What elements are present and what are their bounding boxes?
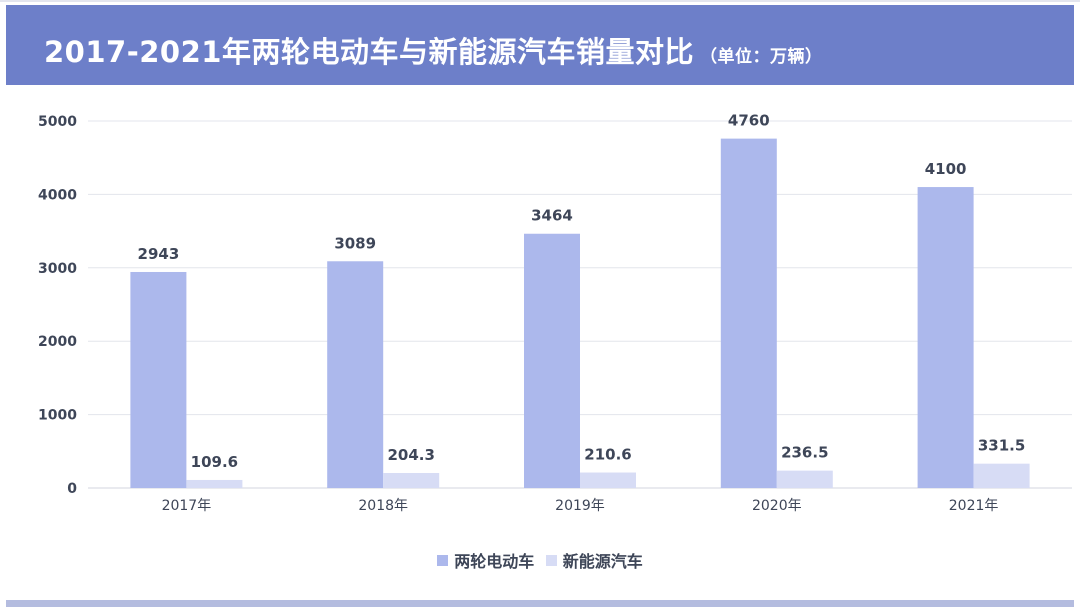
- chart-title: 2017-2021年两轮电动车与新能源汽车销量对比 （单位：万辆）: [44, 29, 822, 71]
- legend-label-series-1: 两轮电动车: [454, 552, 535, 571]
- data-label: 236.5: [781, 444, 828, 462]
- x-tick-label: 2020年: [752, 498, 802, 514]
- bar-two-wheeler: [917, 187, 974, 488]
- y-tick-label: 5000: [38, 114, 77, 130]
- data-label: 210.6: [584, 446, 631, 464]
- data-label: 2943: [138, 245, 180, 263]
- chart-unit-subtitle: （单位：万辆）: [699, 47, 823, 67]
- y-tick-label: 4000: [38, 187, 77, 203]
- data-label: 331.5: [978, 437, 1025, 455]
- legend-swatch-series-2: [545, 554, 557, 566]
- x-tick-label: 2019年: [555, 498, 605, 514]
- y-tick-label: 3000: [38, 261, 77, 277]
- bar-chart: 0 1000 2000 3000 4000 5000 2943 109.6 2017年 3089 2…: [38, 112, 1072, 514]
- legend-item-series-2: 新能源汽车: [545, 548, 643, 572]
- bar-nev: [383, 473, 440, 488]
- bar-two-wheeler: [130, 271, 187, 488]
- data-label: 3089: [334, 234, 376, 252]
- bar-nev: [186, 479, 243, 488]
- x-tick-label: 2018年: [358, 498, 408, 514]
- data-label: 109.6: [191, 453, 238, 471]
- chart-legend: 两轮电动车 新能源汽车: [0, 548, 1080, 572]
- x-tick-label: 2021年: [949, 498, 999, 514]
- legend-label-series-2: 新能源汽车: [562, 552, 643, 571]
- bar-nev: [580, 472, 636, 488]
- legend-item-series-1: 两轮电动车: [437, 548, 534, 572]
- x-tick-label: 2017年: [162, 498, 212, 514]
- bar-two-wheeler: [327, 261, 384, 488]
- top-border: [0, 0, 1080, 2]
- data-label: 4100: [925, 160, 967, 178]
- data-label: 204.3: [387, 446, 434, 464]
- bar-nev: [776, 470, 833, 488]
- bottom-bar: [6, 600, 1074, 607]
- legend-swatch-series-1: [437, 554, 449, 566]
- y-tick-label: 2000: [38, 334, 77, 350]
- bar-two-wheeler: [524, 233, 580, 488]
- data-label: 4760: [728, 112, 770, 130]
- bar-nev: [973, 463, 1030, 488]
- y-tick-label: 1000: [38, 408, 77, 424]
- chart-header: 2017-2021年两轮电动车与新能源汽车销量对比 （单位：万辆）: [6, 5, 1074, 85]
- bar-two-wheeler: [720, 138, 777, 488]
- chart-title-text: 2017-2021年两轮电动车与新能源汽车销量对比: [44, 35, 694, 69]
- y-tick-label: 0: [67, 481, 77, 497]
- data-label: 3464: [531, 207, 573, 225]
